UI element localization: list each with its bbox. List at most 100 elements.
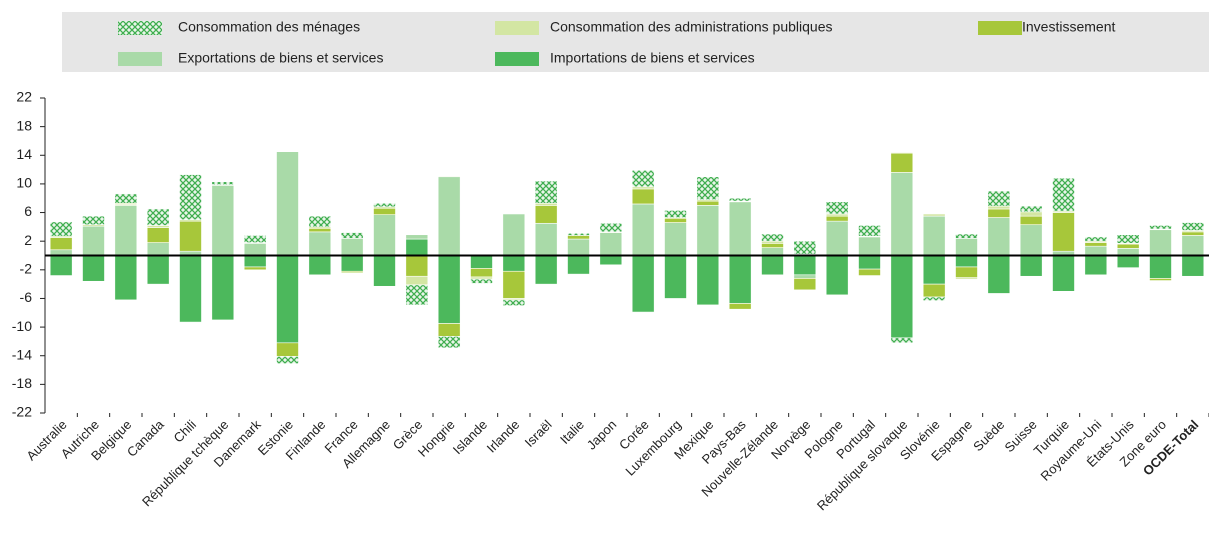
bar-segment: [825, 220, 849, 256]
bar-segment: [82, 255, 105, 282]
y-tick-label: 6: [24, 203, 32, 219]
y-tick-label: -10: [12, 318, 32, 334]
bar-segment: [276, 151, 299, 256]
bar-segment: [728, 197, 752, 202]
bar-segment: [922, 255, 946, 285]
bar-segment: [1019, 255, 1043, 277]
bar-segment: [761, 247, 784, 256]
bar-segment: [437, 323, 461, 337]
bar-segment: [567, 255, 590, 275]
bar-segment: [82, 215, 105, 226]
bar-segment: [1181, 235, 1205, 256]
y-tick-label: -18: [12, 375, 32, 391]
bar-segment: [567, 233, 590, 236]
bar-segment: [179, 220, 202, 252]
bar-segment: [470, 278, 493, 284]
bar-segment: [211, 185, 235, 256]
x-tick-label: Chili: [171, 417, 200, 446]
bar-segment: [1149, 278, 1172, 281]
bar-segment: [373, 214, 396, 256]
bar-segment: [470, 276, 493, 280]
bar-segment: [825, 255, 849, 296]
bar-segment: [437, 336, 461, 349]
bar-segment: [664, 255, 687, 299]
y-tick-label: -6: [20, 289, 33, 305]
x-tick-label: Canada: [124, 416, 167, 459]
bar-segment: [243, 266, 267, 271]
bar-segment: [373, 207, 396, 215]
bar-segment: [1084, 242, 1108, 247]
bar-segment: [405, 234, 429, 240]
bar-segment: [1181, 255, 1205, 277]
bar-segment: [599, 222, 623, 233]
bar-segment: [534, 222, 558, 256]
bar-segment: [1181, 231, 1205, 236]
bar-segment: [534, 202, 558, 206]
bar-segment: [599, 255, 623, 266]
bar-segment: [405, 284, 429, 306]
y-tick-label: -22: [12, 404, 32, 420]
bar-segment: [114, 193, 138, 204]
bar-segment: [1084, 255, 1108, 276]
bar-segment: [922, 215, 946, 256]
bar-segment: [1084, 236, 1108, 242]
bar-segment: [179, 174, 202, 221]
bar-segment: [308, 227, 332, 233]
bar-segment: [146, 225, 170, 228]
bar-segment: [728, 255, 752, 304]
bar-segment: [761, 255, 784, 276]
y-tick-label: 2: [24, 232, 32, 248]
bar-segment: [890, 152, 914, 173]
bar-segment: [793, 240, 817, 255]
bar-segment: [922, 296, 946, 301]
bar-segment: [534, 205, 558, 224]
bar-segment: [1116, 255, 1140, 268]
bar-segment: [502, 270, 526, 299]
bar-segment: [502, 299, 526, 306]
bar-segment: [987, 255, 1011, 294]
bar-segment: [696, 200, 720, 206]
bar-segment: [761, 243, 784, 248]
bar-segment: [890, 172, 914, 256]
bar-segment: [276, 342, 299, 357]
bar-segment: [922, 213, 946, 217]
bar-segment: [825, 201, 849, 215]
bar-segment: [49, 237, 73, 251]
bar-segment: [1149, 225, 1172, 230]
bar-segment: [955, 266, 978, 278]
bar-segment: [858, 255, 881, 270]
bar-segment: [1019, 205, 1043, 213]
bar-segment: [1052, 255, 1075, 292]
bar-segment: [49, 255, 73, 276]
bar-segment: [631, 188, 655, 205]
bar-segment: [890, 152, 914, 154]
bar-segment: [1116, 248, 1140, 256]
x-tick-label: Suède: [970, 417, 1007, 454]
bar-segment: [955, 277, 978, 280]
x-tick-label: Irlande: [484, 417, 523, 456]
bar-segment: [664, 217, 687, 223]
bar-segment: [987, 217, 1011, 256]
bar-segment: [114, 255, 138, 301]
bar-segment: [955, 233, 978, 239]
y-tick-label: 18: [16, 117, 32, 133]
bar-segment: [437, 176, 461, 256]
bar-segment: [82, 225, 105, 256]
bar-segment: [211, 255, 235, 321]
bar-segment: [858, 236, 881, 256]
bar-segment: [567, 235, 590, 240]
bar-segment: [114, 205, 138, 256]
bar-segment: [276, 356, 299, 364]
bar-segment: [308, 215, 332, 228]
bar-segment: [373, 202, 396, 208]
bar-segment: [1019, 215, 1043, 226]
bar-segment: [1084, 245, 1108, 256]
bar-segment: [631, 255, 655, 313]
bar-segment: [1052, 177, 1075, 212]
bar-segment: [631, 170, 655, 188]
bar-segment: [437, 255, 461, 324]
bar-segment: [437, 175, 461, 178]
bar-segment: [179, 255, 202, 323]
y-tick-label: -2: [20, 261, 33, 277]
